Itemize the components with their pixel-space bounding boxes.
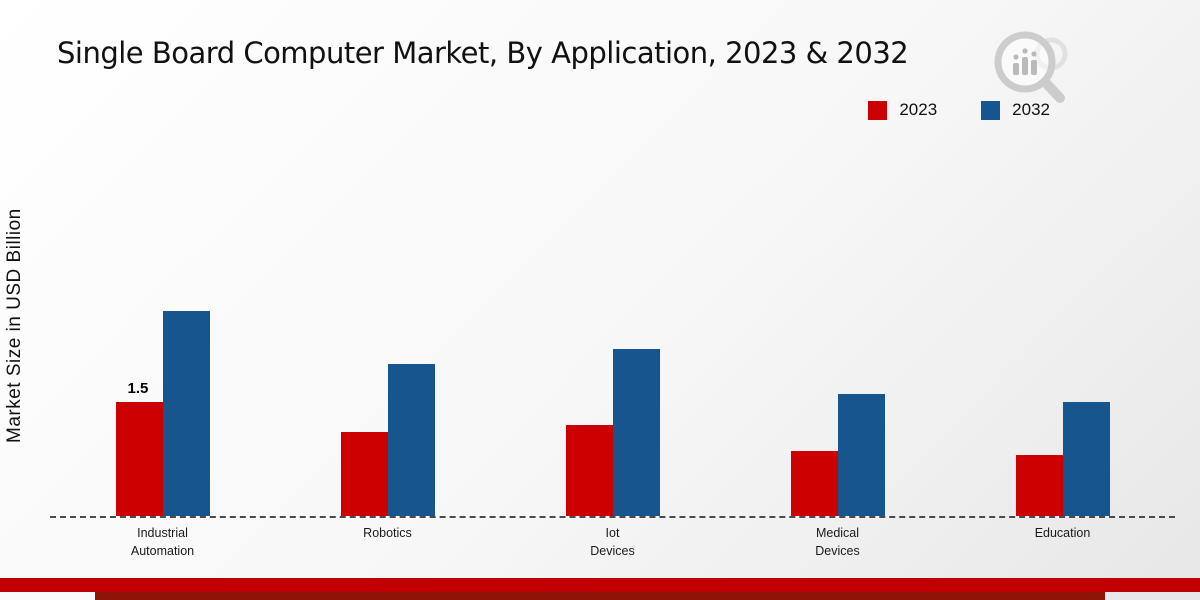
- legend-label-2032: 2032: [1012, 100, 1050, 119]
- x-axis-labels: Industrial Automation Robotics Iot Devices Me…: [50, 524, 1175, 560]
- x-label-robotics: Robotics: [363, 526, 412, 540]
- legend-item-2023: 2023: [868, 100, 937, 120]
- bar-2032-iot-devices: [612, 349, 660, 516]
- magnifier-bar-chart-logo: [994, 31, 1068, 103]
- legend-label-2023: 2023: [899, 100, 938, 119]
- footer-dark-accent: [95, 592, 1105, 600]
- x-label-medical-devices: Medical Devices: [815, 526, 860, 559]
- bar-group-medical-devices: [725, 136, 950, 516]
- bar-group-industrial-automation: 1.5: [50, 136, 275, 516]
- bar-2032-education: [1062, 402, 1110, 516]
- bar-group-robotics: [275, 136, 500, 516]
- bar-2032-medical-devices: [837, 394, 885, 516]
- plot-area: 1.5: [50, 136, 1175, 518]
- legend: 2023 2032: [868, 100, 1050, 120]
- bar-2023-iot-devices: [565, 425, 613, 516]
- y-axis-label: Market Size in USD Billion: [4, 208, 25, 444]
- x-label-iot-devices: Iot Devices: [590, 526, 635, 559]
- legend-swatch-2023: [868, 100, 888, 120]
- x-label-industrial-automation: Industrial Automation: [130, 526, 195, 559]
- bar-2023-medical-devices: [790, 451, 838, 516]
- chart-title: Single Board Computer Market, By Applica…: [57, 36, 909, 70]
- bar-2032-industrial-automation: [162, 311, 210, 516]
- bar-2023-robotics: [340, 432, 388, 516]
- footer-red-band: [0, 578, 1200, 592]
- legend-swatch-2032: [981, 100, 1001, 120]
- bar-2032-robotics: [387, 364, 435, 516]
- legend-item-2032: 2032: [981, 100, 1050, 120]
- x-label-education: Education: [1034, 526, 1091, 540]
- bar-value-label: 1.5: [127, 380, 149, 397]
- bar-2023-industrial-automation: 1.5: [115, 380, 163, 516]
- bar-group-iot-devices: [500, 136, 725, 516]
- bar-2023-education: [1015, 455, 1063, 516]
- bar-group-education: [950, 136, 1175, 516]
